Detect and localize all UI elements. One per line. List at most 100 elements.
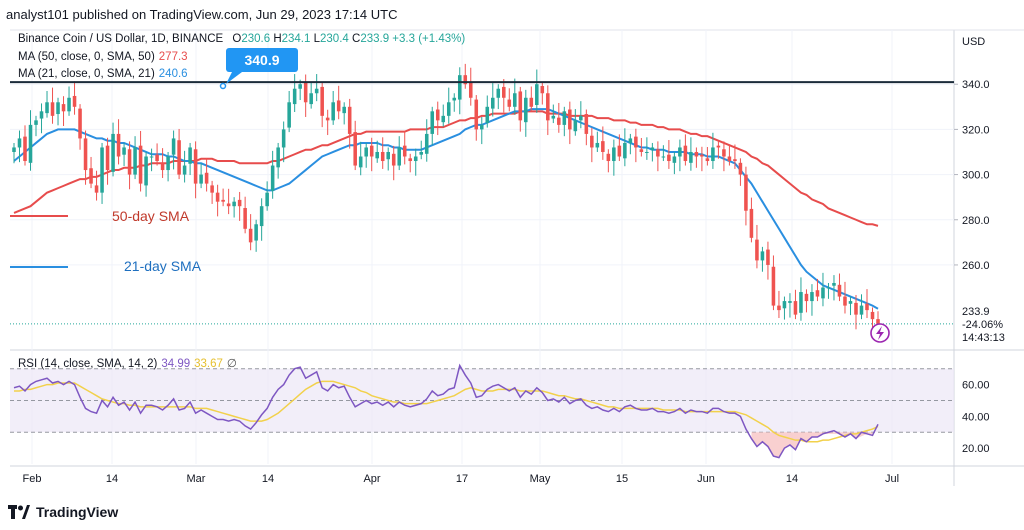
candle-body bbox=[771, 266, 776, 306]
candle-body bbox=[127, 149, 132, 175]
candle bbox=[61, 96, 66, 127]
candle-body bbox=[865, 303, 869, 311]
candle-body bbox=[210, 185, 214, 193]
candle-body bbox=[518, 91, 523, 121]
candle-body bbox=[347, 106, 352, 134]
candle bbox=[243, 196, 247, 234]
candle bbox=[138, 130, 143, 192]
candle-body bbox=[623, 142, 627, 159]
rsi-tick-label: 40.00 bbox=[962, 411, 990, 423]
candle-body bbox=[331, 102, 335, 121]
candle-body bbox=[144, 156, 148, 186]
candle-body bbox=[854, 302, 858, 315]
candle bbox=[281, 121, 286, 163]
candle bbox=[479, 116, 484, 145]
symbol-name: Binance Coin / US Dollar, 1D, BINANCE bbox=[18, 33, 224, 45]
candle-body bbox=[639, 149, 644, 152]
candle bbox=[573, 109, 578, 136]
candle bbox=[788, 293, 792, 318]
candle-body bbox=[606, 153, 611, 162]
candle bbox=[248, 214, 253, 251]
candle-body bbox=[452, 97, 457, 101]
candle-body bbox=[430, 111, 435, 134]
candle-body bbox=[766, 249, 770, 265]
candle bbox=[463, 63, 468, 89]
candle-body bbox=[573, 120, 578, 132]
tradingview-footer[interactable]: TradingView bbox=[8, 504, 118, 520]
candle-body bbox=[650, 147, 655, 151]
candle bbox=[502, 79, 506, 113]
candle-body bbox=[738, 162, 743, 175]
candle-body bbox=[590, 135, 594, 148]
candle bbox=[535, 69, 539, 113]
candle-body bbox=[358, 156, 363, 168]
candle bbox=[320, 82, 324, 128]
candle bbox=[309, 81, 313, 109]
candle-body bbox=[810, 292, 814, 302]
candle bbox=[457, 67, 462, 115]
price-tick-label: 280.0 bbox=[962, 215, 990, 227]
candle-body bbox=[100, 147, 104, 193]
candle-body bbox=[380, 151, 385, 162]
time-tick-label: Mar bbox=[187, 473, 206, 485]
candle-body bbox=[529, 97, 534, 107]
candle-body bbox=[782, 301, 787, 309]
candle-body bbox=[45, 102, 49, 114]
lightning-icon[interactable] bbox=[870, 323, 890, 343]
candle-body bbox=[248, 228, 253, 243]
candle-body bbox=[17, 138, 22, 148]
candle-body bbox=[342, 106, 346, 114]
last-price-tag: 233.9 -24.06% 14:43:13 bbox=[955, 303, 1015, 345]
candle-body bbox=[149, 156, 154, 158]
candle-body bbox=[601, 141, 605, 152]
ma50-line bbox=[13, 110, 879, 227]
candle-body bbox=[749, 208, 754, 238]
candle-body bbox=[645, 151, 649, 153]
candle-body bbox=[39, 111, 44, 119]
candle bbox=[133, 136, 137, 180]
candle-body bbox=[94, 185, 99, 193]
candle bbox=[276, 142, 280, 179]
candle bbox=[336, 85, 341, 120]
candle-body bbox=[804, 293, 809, 302]
time-tick-label: Apr bbox=[363, 473, 380, 485]
candle bbox=[127, 141, 132, 190]
candle bbox=[149, 148, 154, 172]
candle-body bbox=[386, 151, 390, 160]
candle bbox=[111, 122, 115, 177]
candle-body bbox=[793, 301, 798, 315]
candle bbox=[755, 224, 759, 269]
candle-body bbox=[182, 165, 187, 175]
ma21-line bbox=[13, 108, 879, 310]
candle bbox=[83, 130, 88, 185]
candle bbox=[199, 163, 203, 189]
candle-body bbox=[298, 84, 302, 89]
candle bbox=[568, 101, 572, 145]
candle bbox=[188, 142, 192, 176]
candle-body bbox=[12, 147, 16, 152]
candle bbox=[837, 273, 842, 302]
candle bbox=[843, 281, 847, 314]
candle-body bbox=[254, 224, 258, 241]
candle bbox=[507, 88, 512, 112]
candle bbox=[595, 131, 600, 152]
low-label: L bbox=[313, 33, 321, 45]
candle bbox=[226, 188, 231, 215]
candle-body bbox=[133, 147, 137, 175]
open-value: 230.6 bbox=[241, 33, 271, 45]
rsi-legend: RSI (14, close, SMA, 14, 2) 34.99 33.67 ∅ bbox=[18, 356, 237, 370]
candle-body bbox=[232, 201, 236, 207]
candle bbox=[204, 158, 209, 192]
candle bbox=[513, 78, 517, 115]
candle-body bbox=[23, 136, 27, 162]
candle bbox=[45, 90, 49, 118]
candle-body bbox=[408, 158, 413, 162]
candle bbox=[292, 74, 297, 113]
candle-body bbox=[67, 97, 71, 112]
candle-body bbox=[562, 111, 567, 125]
price-tick-label: 340.0 bbox=[962, 79, 990, 91]
time-tick-label: 17 bbox=[456, 473, 468, 485]
candle-body bbox=[265, 192, 269, 207]
tradingview-logo-icon bbox=[8, 505, 30, 519]
